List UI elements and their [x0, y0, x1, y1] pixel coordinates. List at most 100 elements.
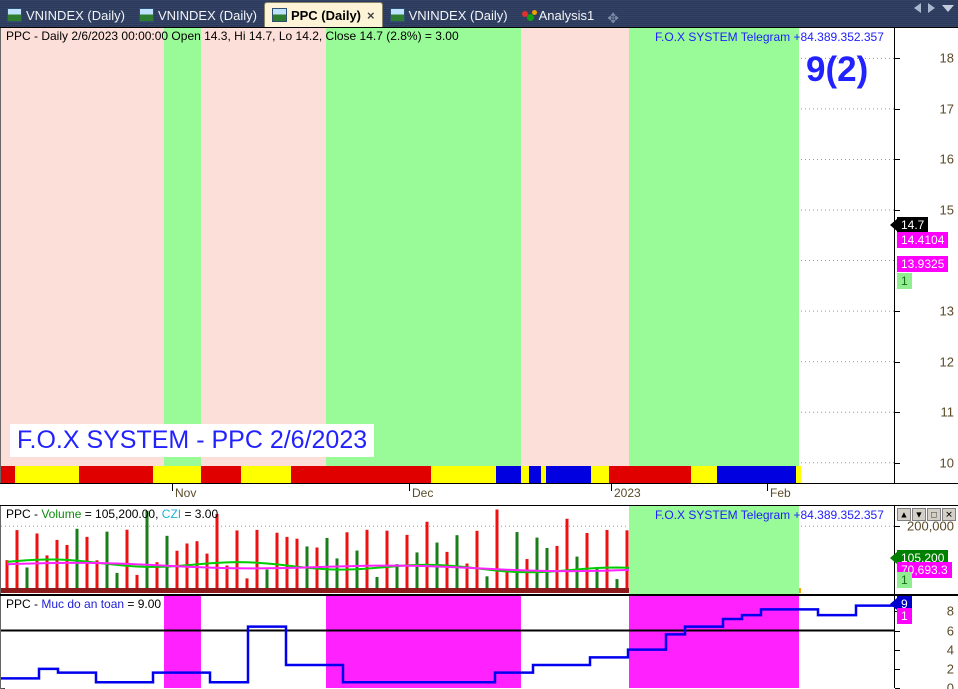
date-label: 2023 — [614, 486, 641, 500]
axis-tick — [895, 668, 900, 670]
tab-list-dropdown-icon[interactable] — [942, 4, 954, 12]
axis-tick — [895, 412, 900, 414]
axis-label: 17 — [939, 101, 954, 117]
add-tab-icon[interactable]: ✥ — [607, 10, 619, 26]
trend-zone — [164, 28, 201, 483]
chart-icon — [7, 8, 22, 22]
volume-marker-volume-signal: 1 — [897, 572, 912, 589]
date-tick — [611, 484, 612, 491]
ribbon-segment — [609, 466, 691, 483]
ribbon-segment — [241, 466, 291, 483]
tab-navigation — [914, 3, 954, 13]
czi-value: = 3.00 — [181, 507, 219, 521]
volume-label: Volume — [41, 507, 82, 521]
telegram-watermark: F.O.X SYSTEM Telegram +84.389.352.357 — [655, 30, 884, 44]
trend-ribbon — [1, 466, 894, 483]
marker-pointer — [890, 552, 897, 565]
date-label: Dec — [412, 486, 434, 500]
scroll-right-icon[interactable] — [928, 3, 935, 13]
axis-label: 4 — [946, 642, 954, 658]
safety-symbol: PPC - — [6, 597, 42, 611]
price-marker-lower-band: 13.9325 — [897, 256, 949, 273]
volume-value: = 105,200.00, — [81, 507, 162, 521]
safety-panel-header: PPC - Muc do an toan = 9.00 — [6, 597, 161, 611]
axis-tick — [895, 630, 900, 632]
tab-label: VNINDEX (Daily) — [157, 7, 257, 23]
volume-marker-volume-average: 70,693.3 — [897, 562, 952, 579]
safety-marker-safety-signal: 1 — [897, 608, 912, 625]
tab-vnindex-2[interactable]: VNINDEX (Daily) — [132, 3, 264, 27]
price-marker-upper-band: 14.4104 — [897, 231, 949, 248]
ribbon-segment — [496, 466, 521, 483]
telegram-watermark: F.O.X SYSTEM Telegram +84.389.352.357 — [655, 508, 884, 522]
axis-label: 12 — [939, 354, 954, 370]
axis-label: 10 — [939, 455, 954, 471]
ribbon-segment — [15, 466, 79, 483]
trend-zone — [326, 28, 521, 483]
axis-label: 200,000 — [907, 518, 954, 534]
price-marker-signal-count: 1 — [897, 272, 912, 289]
tab-bar: VNINDEX (Daily) VNINDEX (Daily) PPC (Dai… — [0, 0, 958, 27]
czi-label: CZI — [161, 507, 182, 521]
axis-tick — [895, 108, 900, 110]
tab-label: PPC (Daily) — [290, 7, 362, 23]
ribbon-segment — [529, 466, 541, 483]
date-tick — [409, 484, 410, 491]
panel-window-buttons: ▲ ▼ □ ✕ — [897, 508, 956, 521]
volume-chart-panel: 200,000 105,200 70,693.3 1 PPC - Volume = 1… — [0, 505, 958, 595]
safety-marker-safety-level: 9 — [897, 595, 912, 612]
axis-tick — [895, 361, 900, 363]
price-axis[interactable]: 18 17 16 15 13 12 11 10 14.7 14.4104 13.9325 1 — [890, 28, 958, 483]
volume-panel-header: PPC - Volume = 105,200.00, CZI = 3.00 — [6, 507, 218, 521]
system-watermark: F.O.X SYSTEM - PPC 2/6/2023 — [10, 424, 375, 457]
marker-pointer — [890, 218, 898, 233]
scroll-left-icon[interactable] — [914, 3, 921, 13]
date-label: Nov — [175, 486, 197, 500]
trend-zone — [1, 28, 164, 483]
tab-label: Analysis1 — [538, 7, 595, 23]
tab-vnindex-3[interactable]: VNINDEX (Daily) — [383, 3, 515, 27]
marker-pointer — [890, 597, 897, 610]
axis-label: 6 — [946, 623, 954, 638]
tab-vnindex-1[interactable]: VNINDEX (Daily) — [0, 3, 132, 27]
chart-icon — [138, 8, 154, 22]
close-icon[interactable]: × — [367, 7, 375, 23]
date-axis: Nov Dec 2023 Feb — [0, 484, 958, 505]
axis-tick — [895, 311, 900, 313]
price-marker-last-price: 14.7 — [897, 217, 929, 234]
ribbon-segment — [717, 466, 796, 483]
axis-tick — [895, 210, 900, 211]
volume-plot-area[interactable] — [1, 506, 894, 594]
axis-tick — [895, 526, 900, 528]
chart-icon — [389, 8, 405, 22]
axis-label: 11 — [940, 404, 955, 420]
date-label: Feb — [770, 486, 791, 500]
trend-zone — [629, 28, 799, 483]
ribbon-segment — [541, 466, 546, 483]
axis-tick — [895, 159, 900, 161]
minimize-icon[interactable]: ▲ — [897, 508, 911, 521]
restore-down-icon[interactable]: ▼ — [912, 508, 926, 521]
ribbon-segment — [521, 466, 529, 483]
axis-label: 16 — [939, 151, 954, 167]
maximize-icon[interactable]: □ — [927, 508, 941, 521]
tab-label: VNINDEX (Daily) — [26, 7, 125, 23]
axis-tick — [895, 462, 900, 464]
price-chart-panel: 18 17 16 15 13 12 11 10 14.7 14.4104 13.9325 1 PPC … — [0, 27, 958, 484]
close-panel-icon[interactable]: ✕ — [942, 508, 956, 521]
axis-label: 18 — [939, 50, 954, 66]
ribbon-segment — [796, 466, 801, 483]
date-tick — [767, 484, 768, 491]
signal-count-overlay: 9(2) — [806, 50, 869, 89]
price-panel-header: PPC - Daily 2/6/2023 00:00:00 Open 14.3,… — [6, 29, 459, 43]
safety-plot-area[interactable] — [1, 596, 894, 688]
tab-ppc-active[interactable]: PPC (Daily) × — [263, 2, 383, 27]
date-tick — [172, 484, 173, 491]
safety-label: Muc do an toan — [41, 597, 125, 611]
tab-analysis1[interactable]: Analysis1 — [515, 3, 602, 27]
axis-tick — [895, 649, 900, 651]
price-plot-area[interactable] — [1, 28, 894, 483]
safety-value: = 9.00 — [124, 597, 162, 611]
